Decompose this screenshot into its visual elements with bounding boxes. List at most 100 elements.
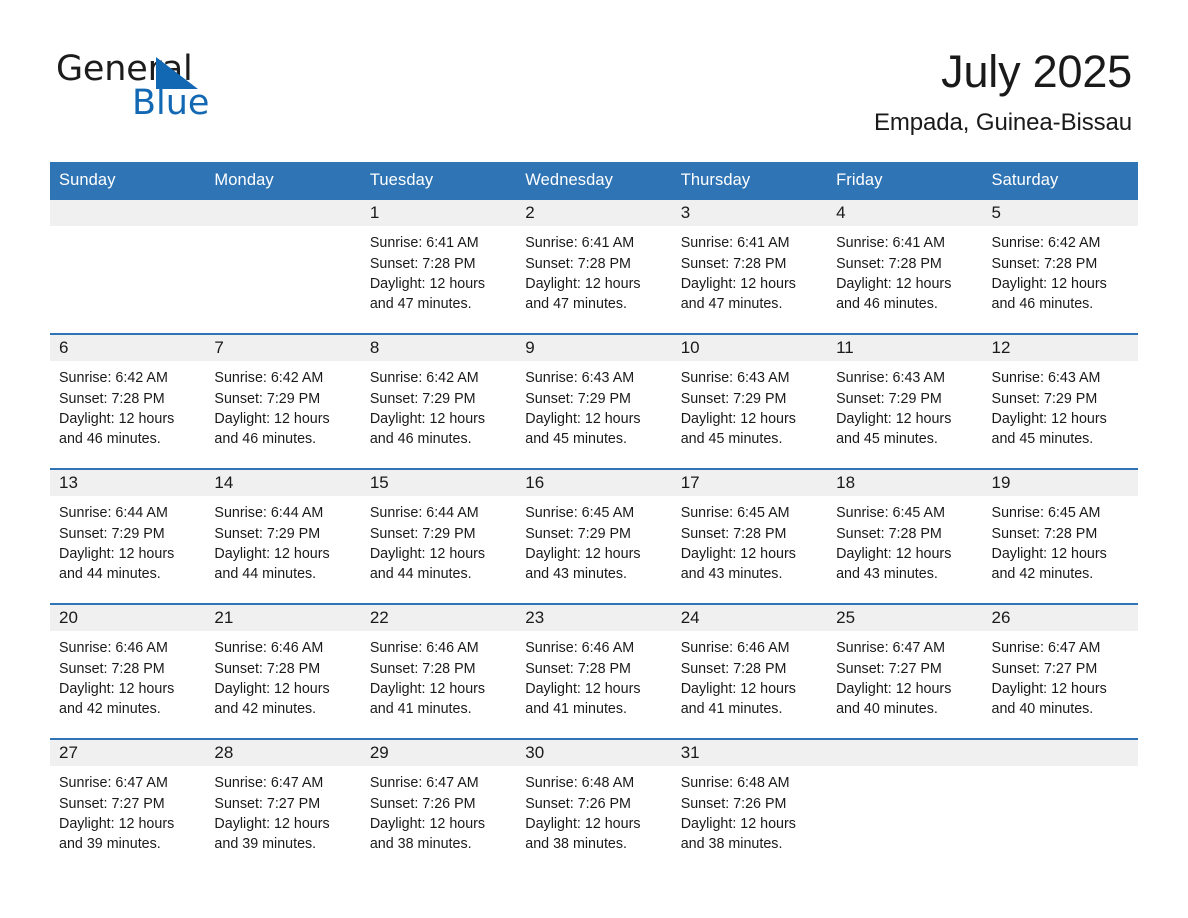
calendar-day-cell[interactable]: 8 Sunrise: 6:42 AM Sunset: 7:29 PM Daylight… bbox=[360, 333, 517, 470]
day-details: Sunrise: 6:47 AM Sunset: 7:27 PM Daylight:… bbox=[983, 631, 1138, 719]
daylight-duration-line1: Daylight: 12 hours bbox=[680, 275, 796, 292]
day-number bbox=[50, 200, 206, 227]
daylight-duration-line2: and 45 minutes. bbox=[836, 431, 938, 448]
sunset-time: Sunset: 7:28 PM bbox=[680, 660, 787, 677]
calendar-day-cell[interactable]: 25 Sunrise: 6:47 AM Sunset: 7:27 PM Dayligh… bbox=[827, 603, 983, 740]
day-number: 3 bbox=[671, 200, 828, 227]
daylight-duration-line2: and 46 minutes. bbox=[369, 431, 472, 448]
daylight-duration-line2: and 41 minutes. bbox=[525, 701, 627, 718]
calendar-day-cell[interactable]: 24 Sunrise: 6:46 AM Sunset: 7:28 PM Dayligh… bbox=[671, 603, 828, 740]
calendar-day-cell[interactable]: 12 Sunrise: 6:43 AM Sunset: 7:29 PM Dayligh… bbox=[982, 333, 1138, 470]
calendar-day-cell[interactable]: 14 Sunrise: 6:44 AM Sunset: 7:29 PM Dayligh… bbox=[205, 468, 361, 605]
calendar-day-cell[interactable]: 17 Sunrise: 6:45 AM Sunset: 7:28 PM Dayligh… bbox=[671, 468, 828, 605]
sunset-time: Sunset: 7:29 PM bbox=[680, 390, 787, 407]
calendar-day-cell[interactable]: 2 Sunrise: 6:41 AM Sunset: 7:28 PM Daylight… bbox=[516, 200, 672, 334]
sunset-time: Sunset: 7:28 PM bbox=[59, 660, 165, 677]
day-cell-inner: 29 Sunrise: 6:47 AM Sunset: 7:26 PM Dayligh… bbox=[360, 740, 517, 873]
sunset-time: Sunset: 7:28 PM bbox=[214, 660, 321, 677]
generalblue-logo[interactable]: General Blue bbox=[56, 46, 246, 121]
calendar-day-cell[interactable]: 20 Sunrise: 6:46 AM Sunset: 7:28 PM Dayligh… bbox=[50, 603, 206, 740]
calendar-day-cell[interactable]: 16 Sunrise: 6:45 AM Sunset: 7:29 PM Dayligh… bbox=[516, 468, 672, 605]
day-details: Sunrise: 6:45 AM Sunset: 7:28 PM Daylight:… bbox=[827, 496, 982, 584]
daylight-duration-line2: and 40 minutes. bbox=[991, 701, 1094, 718]
daylight-duration-line2: and 42 minutes. bbox=[214, 701, 317, 718]
sunrise-time: Sunrise: 6:45 AM bbox=[525, 505, 635, 522]
sunrise-time: Sunrise: 6:42 AM bbox=[369, 370, 479, 387]
calendar-day-cell[interactable]: 27 Sunrise: 6:47 AM Sunset: 7:27 PM Dayligh… bbox=[50, 738, 206, 874]
daylight-duration-line2: and 44 minutes. bbox=[369, 566, 472, 583]
day-cell-inner bbox=[982, 740, 1138, 873]
calendar-day-cell[interactable]: 18 Sunrise: 6:45 AM Sunset: 7:28 PM Dayligh… bbox=[827, 468, 983, 605]
day-details: Sunrise: 6:46 AM Sunset: 7:28 PM Daylight:… bbox=[50, 631, 205, 719]
daylight-duration-line2: and 46 minutes. bbox=[214, 431, 317, 448]
calendar-day-cell[interactable]: 3 Sunrise: 6:41 AM Sunset: 7:28 PM Daylight… bbox=[671, 200, 828, 334]
calendar-day-cell[interactable]: 28 Sunrise: 6:47 AM Sunset: 7:27 PM Dayligh… bbox=[205, 738, 361, 874]
calendar-day-cell[interactable]: 4 Sunrise: 6:41 AM Sunset: 7:28 PM Daylight… bbox=[827, 200, 983, 334]
day-number: 13 bbox=[50, 470, 206, 497]
sunset-time: Sunset: 7:28 PM bbox=[525, 255, 631, 272]
day-cell-inner: 6 Sunrise: 6:42 AM Sunset: 7:28 PM Daylight… bbox=[50, 335, 206, 468]
daylight-duration-line1: Daylight: 12 hours bbox=[369, 680, 486, 697]
sunset-time: Sunset: 7:28 PM bbox=[991, 525, 1098, 542]
day-details: Sunrise: 6:46 AM Sunset: 7:28 PM Daylight:… bbox=[516, 631, 671, 719]
day-details: Sunrise: 6:43 AM Sunset: 7:29 PM Daylight:… bbox=[672, 361, 827, 449]
calendar-day-cell[interactable]: 9 Sunrise: 6:43 AM Sunset: 7:29 PM Daylight… bbox=[516, 333, 672, 470]
day-cell-inner: 24 Sunrise: 6:46 AM Sunset: 7:28 PM Dayligh… bbox=[671, 605, 828, 738]
day-number: 5 bbox=[982, 200, 1138, 227]
calendar-day-cell[interactable]: 11 Sunrise: 6:43 AM Sunset: 7:29 PM Dayligh… bbox=[827, 333, 983, 470]
calendar-day-cell[interactable]: 10 Sunrise: 6:43 AM Sunset: 7:29 PM Dayligh… bbox=[671, 333, 828, 470]
calendar-day-cell[interactable]: 30 Sunrise: 6:48 AM Sunset: 7:26 PM Dayligh… bbox=[516, 738, 672, 874]
daylight-duration-line2: and 38 minutes. bbox=[369, 836, 472, 853]
day-details: Sunrise: 6:43 AM Sunset: 7:29 PM Daylight:… bbox=[827, 361, 982, 449]
sunrise-time: Sunrise: 6:48 AM bbox=[680, 775, 790, 792]
day-cell-inner: 10 Sunrise: 6:43 AM Sunset: 7:29 PM Dayligh… bbox=[671, 335, 828, 468]
day-cell-inner: 11 Sunrise: 6:43 AM Sunset: 7:29 PM Dayligh… bbox=[827, 335, 983, 468]
sunrise-time: Sunrise: 6:46 AM bbox=[369, 640, 479, 657]
calendar-day-cell[interactable]: 7 Sunrise: 6:42 AM Sunset: 7:29 PM Daylight… bbox=[205, 333, 361, 470]
sunset-time: Sunset: 7:28 PM bbox=[369, 255, 476, 272]
day-number: 14 bbox=[205, 470, 361, 497]
daylight-duration-line1: Daylight: 12 hours bbox=[59, 410, 175, 427]
day-number: 9 bbox=[516, 335, 672, 362]
daylight-duration-line1: Daylight: 12 hours bbox=[369, 410, 486, 427]
calendar-body: 1 Sunrise: 6:41 AM Sunset: 7:28 PM Daylight… bbox=[50, 200, 1138, 874]
daylight-duration-line2: and 43 minutes. bbox=[525, 566, 627, 583]
day-cell-inner: 17 Sunrise: 6:45 AM Sunset: 7:28 PM Dayligh… bbox=[671, 470, 828, 603]
day-cell-inner bbox=[827, 740, 983, 873]
column-header-sunday: Sunday bbox=[50, 162, 206, 201]
calendar-day-cell[interactable]: 1 Sunrise: 6:41 AM Sunset: 7:28 PM Daylight… bbox=[360, 200, 517, 334]
page-title: July 2025 bbox=[941, 46, 1132, 97]
calendar-day-cell[interactable]: 13 Sunrise: 6:44 AM Sunset: 7:29 PM Dayligh… bbox=[50, 468, 206, 605]
daylight-duration-line2: and 40 minutes. bbox=[836, 701, 938, 718]
day-details: Sunrise: 6:45 AM Sunset: 7:29 PM Daylight:… bbox=[516, 496, 671, 584]
day-cell-inner: 15 Sunrise: 6:44 AM Sunset: 7:29 PM Dayligh… bbox=[360, 470, 517, 603]
daylight-duration-line2: and 44 minutes. bbox=[214, 566, 317, 583]
daylight-duration-line1: Daylight: 12 hours bbox=[680, 680, 796, 697]
day-cell-inner: 14 Sunrise: 6:44 AM Sunset: 7:29 PM Dayligh… bbox=[205, 470, 361, 603]
daylight-duration-line2: and 43 minutes. bbox=[680, 566, 783, 583]
sunrise-time: Sunrise: 6:42 AM bbox=[59, 370, 168, 387]
title-block: July 2025 Empada, Guinea-Bissau bbox=[874, 46, 1132, 137]
calendar-day-cell[interactable]: 26 Sunrise: 6:47 AM Sunset: 7:27 PM Dayligh… bbox=[982, 603, 1138, 740]
day-details: Sunrise: 6:43 AM Sunset: 7:29 PM Daylight:… bbox=[983, 361, 1138, 449]
sunset-time: Sunset: 7:29 PM bbox=[525, 390, 631, 407]
daylight-duration-line1: Daylight: 12 hours bbox=[680, 410, 796, 427]
calendar-day-cell[interactable]: 15 Sunrise: 6:44 AM Sunset: 7:29 PM Dayligh… bbox=[360, 468, 517, 605]
calendar-day-cell[interactable]: 29 Sunrise: 6:47 AM Sunset: 7:26 PM Dayligh… bbox=[360, 738, 517, 874]
day-cell-inner: 26 Sunrise: 6:47 AM Sunset: 7:27 PM Dayligh… bbox=[982, 605, 1138, 738]
page-subtitle: Empada, Guinea-Bissau bbox=[873, 109, 1132, 137]
calendar-day-cell[interactable]: 21 Sunrise: 6:46 AM Sunset: 7:28 PM Dayligh… bbox=[205, 603, 361, 740]
calendar-day-cell[interactable]: 19 Sunrise: 6:45 AM Sunset: 7:28 PM Dayligh… bbox=[982, 468, 1138, 605]
calendar-week-row: 6 Sunrise: 6:42 AM Sunset: 7:28 PM Daylight… bbox=[50, 333, 1138, 470]
calendar-day-cell[interactable]: 22 Sunrise: 6:46 AM Sunset: 7:28 PM Dayligh… bbox=[360, 603, 517, 740]
sunset-time: Sunset: 7:29 PM bbox=[836, 390, 942, 407]
calendar-week-row: 20 Sunrise: 6:46 AM Sunset: 7:28 PM Dayligh… bbox=[50, 603, 1138, 740]
calendar-empty-cell bbox=[205, 200, 361, 334]
calendar-day-cell[interactable]: 5 Sunrise: 6:42 AM Sunset: 7:28 PM Daylight… bbox=[982, 200, 1138, 334]
calendar-day-cell[interactable]: 6 Sunrise: 6:42 AM Sunset: 7:28 PM Daylight… bbox=[50, 333, 206, 470]
calendar-day-cell[interactable]: 23 Sunrise: 6:46 AM Sunset: 7:28 PM Dayligh… bbox=[516, 603, 672, 740]
daylight-duration-line2: and 45 minutes. bbox=[680, 431, 783, 448]
calendar-day-cell[interactable]: 31 Sunrise: 6:48 AM Sunset: 7:26 PM Dayligh… bbox=[671, 738, 828, 874]
sunset-time: Sunset: 7:29 PM bbox=[525, 525, 631, 542]
daylight-duration-line2: and 44 minutes. bbox=[59, 566, 161, 583]
